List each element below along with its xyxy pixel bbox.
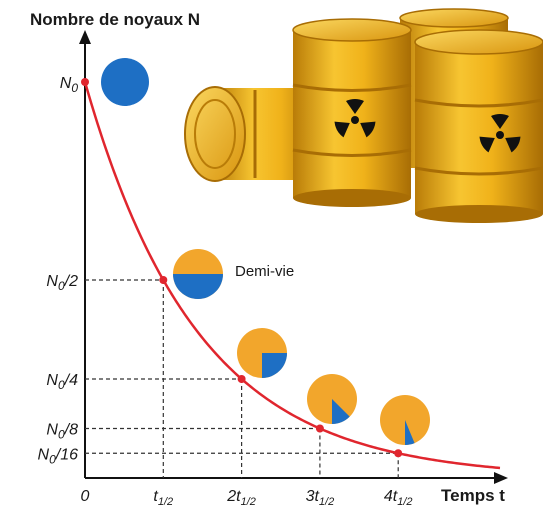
decay-curve (83, 81, 501, 470)
x-tick-labels: 0 t1/2 2t1/2 3t1/2 4t1/2 (81, 488, 413, 506)
y-tick-label: N0 (60, 75, 79, 95)
half-life-annotation: Demi-vie (235, 263, 294, 280)
pie-marker (307, 374, 357, 424)
x-tick-label: 3t1/2 (306, 488, 335, 506)
radioactive-barrels-illustration (184, 8, 543, 223)
y-tick-label: N0/8 (46, 422, 78, 442)
data-point (237, 375, 246, 383)
pie-markers (101, 58, 430, 445)
radiation-symbol-icon (479, 114, 521, 153)
axes (79, 30, 508, 484)
y-tick-label: N0/16 (38, 446, 79, 466)
y-axis-title: Nombre de noyaux N (30, 10, 200, 29)
radiation-symbol-icon (334, 99, 376, 138)
x-axis-title: Temps t (441, 486, 505, 505)
x-axis-arrow (494, 472, 508, 484)
data-point (394, 449, 403, 458)
y-tick-label: N0/4 (46, 372, 78, 392)
pie-marker (380, 395, 430, 445)
pie-marker (101, 58, 149, 106)
x-tick-label: 4t1/2 (384, 488, 413, 506)
y-tick-labels: N0 N0/2 N0/4 N0/8 N0/16 (38, 75, 79, 466)
x-tick-label: 2t1/2 (226, 488, 256, 506)
guide-lines (85, 279, 399, 478)
data-points (81, 78, 403, 458)
y-tick-label: N0/2 (46, 273, 78, 293)
y-axis-arrow (79, 30, 91, 44)
data-point (315, 424, 324, 433)
pie-marker (237, 328, 287, 378)
x-tick-label: 0 (81, 488, 90, 505)
data-point (159, 276, 168, 284)
standing-barrel-front (414, 29, 543, 223)
standing-barrel-middle (292, 18, 412, 207)
x-tick-label: t1/2 (153, 488, 173, 506)
pie-marker (173, 249, 223, 299)
data-point (81, 78, 89, 86)
